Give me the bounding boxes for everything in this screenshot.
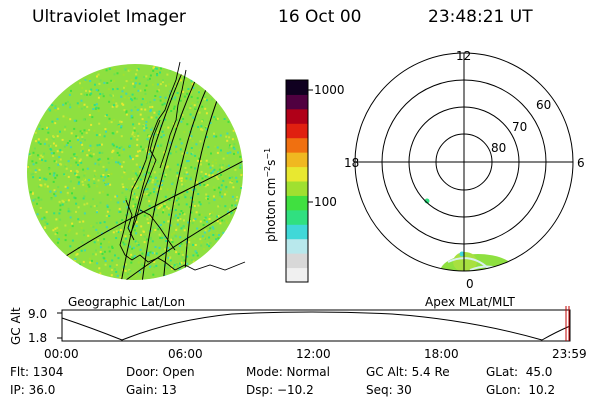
lat-label-70: 70: [512, 120, 528, 134]
info-ip: IP: 36.0: [10, 383, 56, 397]
colorbar-unit-label: photon cm−2s−1: [263, 147, 278, 242]
info-mode: Mode: Normal: [246, 365, 330, 379]
altitude-ylabel: GC Alt: [9, 307, 23, 345]
date-label: 16 Oct 00: [278, 7, 362, 27]
info-glat: GLat: 45.0: [486, 365, 553, 379]
mlt-label-6: 6: [577, 156, 585, 170]
info-gain: Gain: 13: [126, 383, 177, 397]
colorbar-tick-100: 100: [314, 195, 337, 209]
mlt-label-0: 0: [466, 277, 474, 291]
altitude-xtick-0: 00:00: [44, 347, 79, 361]
info-seq: Seq: 30: [366, 383, 412, 397]
altitude-xtick-4: 23:59: [552, 347, 587, 361]
time-label: 23:48:21 UT: [428, 7, 533, 27]
geo-grid-lines: [59, 64, 243, 280]
info-gcalt: GC Alt: 5.4 Re: [366, 365, 450, 379]
info-dsp: Dsp: −10.2: [246, 383, 314, 397]
polar-plot: [354, 52, 574, 272]
colorbar-tick-1000: 1000: [314, 83, 345, 97]
colorbar: [285, 79, 313, 283]
info-glon: GLon: 10.2: [486, 383, 556, 397]
geo-disk: [27, 61, 246, 280]
altitude-xtick-2: 12:00: [296, 347, 331, 361]
info-door: Door: Open: [126, 365, 195, 379]
instrument-title: Ultraviolet Imager: [32, 7, 186, 27]
coastline-outline: [119, 61, 246, 271]
altitude-xtick-3: 18:00: [424, 347, 459, 361]
info-flt: Flt: 1304: [10, 365, 64, 379]
polar-panel-label: Apex MLat/MLT: [425, 295, 515, 309]
geo-panel-label: Geographic Lat/Lon: [68, 295, 186, 309]
altitude-plot: [57, 306, 571, 342]
mlt-label-18: 18: [344, 156, 360, 170]
altitude-ytick-bottom: 1.8: [28, 331, 48, 345]
altitude-ytick-top: 9.0: [28, 307, 48, 321]
lat-label-80: 80: [491, 141, 507, 155]
altitude-xtick-1: 06:00: [168, 347, 203, 361]
mlt-label-12: 12: [456, 49, 472, 63]
lat-label-60: 60: [536, 98, 552, 112]
